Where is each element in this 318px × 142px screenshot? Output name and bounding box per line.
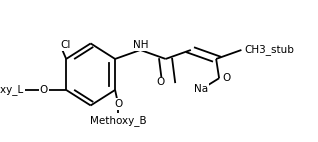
Text: O: O [40,85,48,95]
Text: Methoxy_L: Methoxy_L [0,84,23,95]
Text: O: O [114,99,122,109]
Text: O: O [222,73,230,83]
Text: CH3_stub: CH3_stub [244,45,294,55]
Text: Methoxy_B: Methoxy_B [90,115,146,126]
Text: Cl: Cl [60,40,71,50]
Text: Na: Na [194,84,208,94]
Text: NH: NH [133,40,148,50]
Text: O: O [156,77,164,87]
